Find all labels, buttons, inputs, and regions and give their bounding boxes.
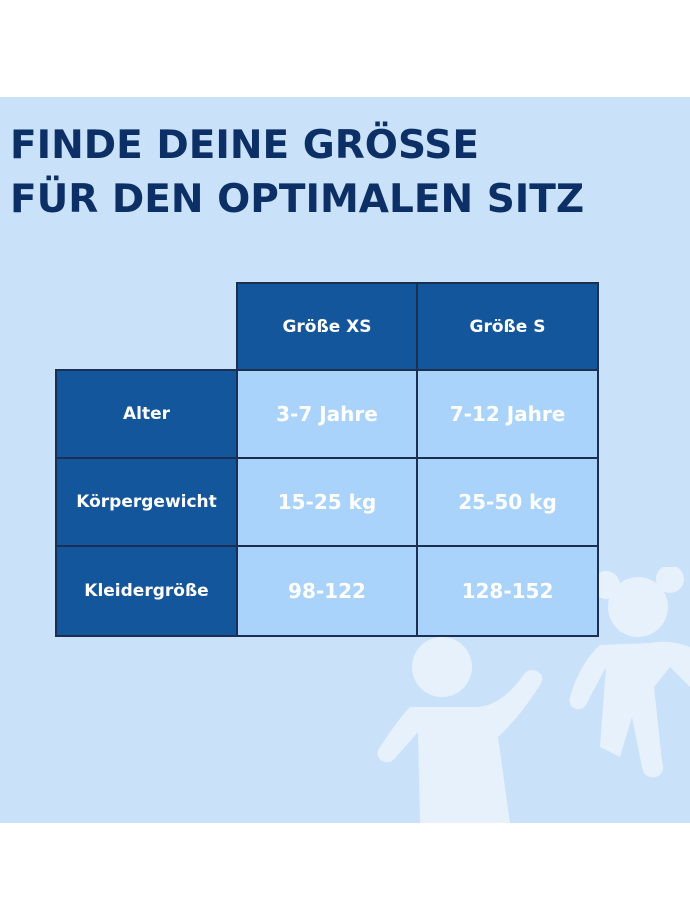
cell-weight-s: 25-50 kg (416, 457, 599, 547)
row-header-age: Alter (55, 369, 238, 459)
row-header-clothing-size: Kleidergröße (55, 545, 238, 637)
column-header-size-s: Größe S (416, 282, 599, 371)
cell-age-xs: 3-7 Jahre (236, 369, 418, 459)
cell-clothing-s: 128-152 (416, 545, 599, 637)
title-line-2: FÜR DEN OPTIMALEN SITZ (10, 177, 585, 222)
size-chart-panel: FINDE DEINE GRÖSSE FÜR DEN OPTIMALEN SIT… (0, 97, 690, 823)
page-title: FINDE DEINE GRÖSSE FÜR DEN OPTIMALEN SIT… (10, 119, 584, 227)
cell-clothing-xs: 98-122 (236, 545, 418, 637)
row-header-weight: Körpergewicht (55, 457, 238, 547)
column-header-size-xs: Größe XS (236, 282, 418, 371)
title-line-1: FINDE DEINE GRÖSSE (10, 123, 480, 168)
cell-age-s: 7-12 Jahre (416, 369, 599, 459)
children-silhouette-icon (377, 567, 690, 823)
cell-weight-xs: 15-25 kg (236, 457, 418, 547)
